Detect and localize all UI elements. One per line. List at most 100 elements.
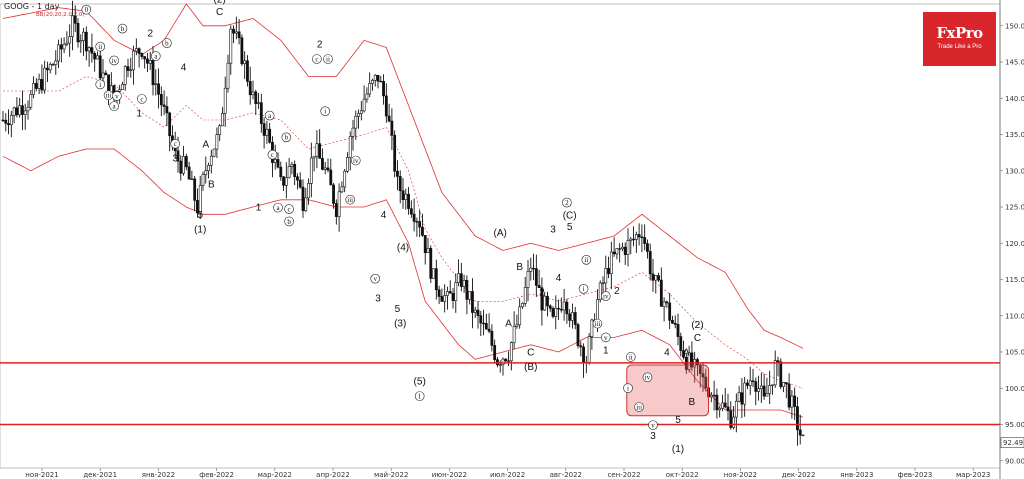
candle-body: [571, 312, 574, 321]
wave-label: ii: [584, 256, 588, 264]
candle-body: [507, 360, 510, 362]
candle-body: [518, 306, 522, 326]
candle-body: [779, 361, 783, 388]
wave-label: iv: [111, 57, 117, 65]
candle-body: [548, 305, 552, 309]
wave-label: iii: [347, 196, 353, 204]
candle-body: [351, 127, 355, 137]
candle-body: [515, 324, 519, 327]
candle-body: [293, 164, 297, 178]
candle-body: [782, 382, 785, 388]
wave-label: 3: [375, 293, 381, 304]
wave-circle: [137, 94, 147, 104]
candle-body: [190, 178, 194, 180]
candle-body: [679, 336, 683, 351]
candle-body: [443, 295, 447, 302]
candle-body: [259, 102, 263, 124]
candle-body: [732, 416, 735, 428]
candle-body: [15, 107, 19, 116]
candle-body: [632, 238, 635, 241]
wave-label: ii: [326, 55, 330, 63]
wave-circle: [267, 149, 278, 160]
candle-body: [76, 22, 80, 43]
wave-circle: [370, 273, 381, 284]
candle-body: [723, 402, 727, 408]
candle-body: [43, 67, 47, 91]
bb-middle-band: [3, 76, 804, 389]
candle-body: [29, 94, 33, 108]
wave-circle: [562, 197, 572, 208]
current-price-box: [1000, 437, 1024, 448]
wave-label: B: [208, 179, 215, 190]
wave-label: 4: [556, 273, 562, 284]
wave-circle: [600, 291, 611, 301]
candle-body: [398, 176, 402, 192]
candle-body: [473, 309, 477, 313]
bb-lower-band: [2, 148, 804, 418]
candle-body: [57, 44, 60, 62]
wave-circle: [345, 194, 356, 205]
wave-label: v: [373, 275, 377, 283]
candle-body: [765, 393, 769, 397]
candle-body: [218, 125, 222, 135]
candle-body: [176, 150, 180, 162]
y-tick-label: 150.00: [1005, 22, 1024, 30]
candle-body: [93, 52, 97, 60]
candle-body: [159, 94, 163, 106]
wave-circle: [281, 132, 292, 143]
wave-label: A: [202, 140, 209, 151]
x-tick-label: дек-2021: [83, 471, 117, 479]
candle-body: [376, 74, 380, 82]
candle-body: [609, 251, 613, 275]
candle-body: [757, 388, 760, 392]
wave-label: c: [315, 55, 318, 63]
wave-label: 4: [181, 63, 187, 74]
candle-body: [546, 295, 549, 307]
wave-label: (1): [194, 224, 206, 235]
candle-body: [401, 190, 405, 200]
candle-body: [729, 410, 733, 428]
candle-body: [246, 60, 249, 82]
candle-body: [134, 48, 138, 52]
candle-body: [790, 395, 794, 408]
wave-label: i: [324, 108, 326, 116]
wave-label: b: [165, 39, 169, 47]
y-tick-label: 95.00: [1005, 421, 1024, 429]
wave-label: (A): [494, 228, 507, 239]
candle-body: [390, 120, 394, 136]
y-tick-label: 135.00: [1005, 131, 1024, 139]
wave-circle: [284, 216, 294, 227]
candle-body: [396, 170, 399, 177]
candle-body: [296, 176, 299, 181]
candle-body: [96, 55, 99, 60]
y-tick-label: 130.00: [1005, 167, 1024, 175]
candle-body: [123, 66, 127, 85]
candle-body: [773, 360, 777, 386]
candle-body: [34, 83, 38, 89]
candle-body: [676, 324, 680, 337]
wave-label: ii: [98, 43, 102, 51]
wave-circle: [625, 352, 636, 362]
candle-body: [37, 78, 41, 89]
candle-body: [387, 115, 391, 122]
y-tick-label: 125.00: [1005, 204, 1024, 212]
candle-body: [321, 158, 324, 170]
candle-body: [1, 119, 5, 122]
candle-body: [601, 282, 605, 285]
candle-body: [84, 31, 88, 52]
candle-body: [712, 394, 716, 397]
candle-body: [532, 267, 535, 270]
candle-body: [318, 143, 322, 159]
candle-body: [368, 83, 372, 95]
x-tick-label: янв-2022: [142, 471, 175, 479]
wave-label: C: [527, 348, 534, 359]
wave-label: A: [505, 319, 512, 330]
wave-circle: [623, 383, 633, 393]
candle-body: [129, 69, 133, 71]
wave-circle: [112, 91, 122, 101]
candle-body: [79, 40, 83, 43]
candle-body: [759, 385, 763, 390]
candle-body: [359, 110, 363, 114]
candle-body: [404, 193, 408, 200]
